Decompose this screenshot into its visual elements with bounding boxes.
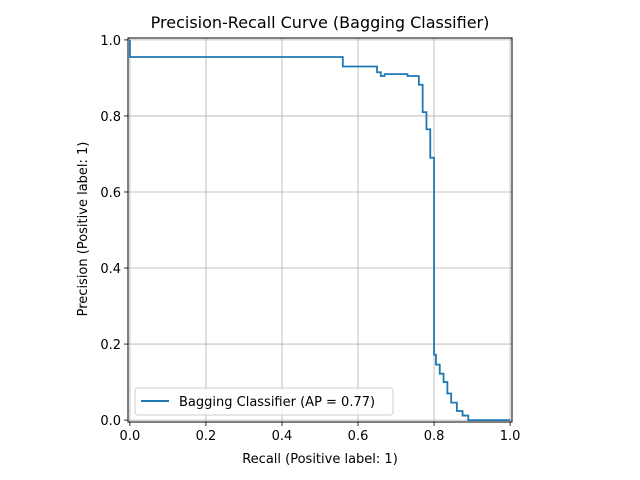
plot-frame: [127, 37, 513, 423]
x-tick-label: 0.2: [196, 429, 217, 444]
y-axis-label: Precision (Positive label: 1): [76, 142, 91, 317]
y-tick-label: 0.4: [100, 262, 121, 277]
grid: [128, 38, 512, 422]
legend: Bagging Classifier (AP = 0.77): [134, 387, 394, 416]
legend-box: [134, 387, 394, 416]
y-tick-label: 0.2: [100, 338, 121, 353]
legend-entry: Bagging Classifier (AP = 0.77): [179, 395, 375, 410]
y-tick-label: 0.8: [100, 110, 121, 125]
x-axis-label: Recall (Positive label: 1): [242, 452, 398, 467]
axis-ticks: 0.0 0.2 0.4 0.6 0.8 1.0 0.0 0.2 0.4 0.6 0.8 1.0: [100, 34, 520, 444]
x-tick-label: 1.0: [500, 429, 521, 444]
y-tick-label: 0.6: [100, 186, 121, 201]
series-line: [129, 39, 511, 421]
x-tick-label: 0.6: [348, 429, 369, 444]
x-tick-label: 0.4: [272, 429, 293, 444]
series-layer: [129, 39, 511, 421]
chart-title: Precision-Recall Curve (Bagging Classifi…: [151, 13, 490, 32]
x-tick-label: 0.8: [424, 429, 445, 444]
x-tick-label: 0.0: [120, 429, 141, 444]
y-tick-label: 0.0: [100, 414, 121, 429]
y-tick-label: 1.0: [100, 34, 121, 49]
